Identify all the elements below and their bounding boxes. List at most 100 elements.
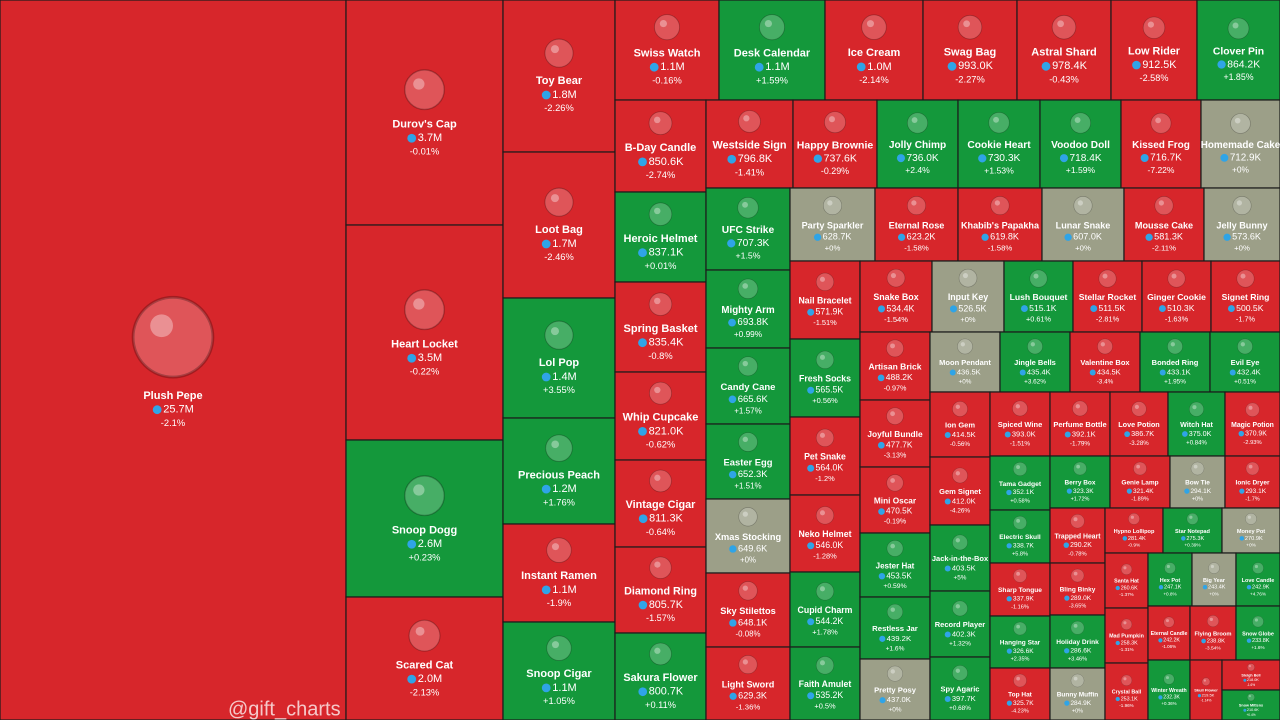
price-change: +0% [1232,164,1250,174]
icon-shape [1051,14,1077,40]
tile-background [1203,187,1280,262]
price-change: -3.54% [1205,646,1221,652]
gift-price: 270.9K [1245,536,1263,542]
gift-price: 534.4K [886,303,914,313]
icon-shape [815,656,835,675]
tile-background [989,562,1051,617]
ton-icon [1006,596,1012,602]
icon-shape [886,540,904,557]
price-change: -0.97% [884,383,907,392]
icon-highlight [993,116,999,123]
icon-shape [546,635,572,661]
icon-shape [1120,618,1133,631]
gift-name: Money Pot [1237,529,1265,535]
gift-price: 515.1K [1029,303,1057,313]
gift-icon [546,635,572,661]
tile-background [1209,331,1280,393]
gift-name: Love Candle [1242,578,1275,584]
gift-tile: Swag Bag 993.0K -2.27% [922,0,1018,101]
icon-shape [1133,461,1147,476]
gift-icon [649,556,672,579]
icon-highlight [819,586,825,592]
gift-icon [544,187,574,217]
gift-icon [131,295,215,379]
gift-name: Record Player [935,620,986,629]
gift-name: Holiday Drink [1056,639,1099,646]
tile-background [1049,614,1106,669]
ton-icon [856,62,866,72]
gift-name: Xmas Stocking [715,532,782,542]
icon-shape [404,69,445,111]
gift-name: Artisan Brick [869,362,922,372]
gift-price: 218.0K [1247,678,1259,682]
gift-name: Clover Pin [1213,46,1264,57]
tile-background [1109,391,1169,457]
gift-icon [649,469,672,493]
icon-shape [1150,112,1172,134]
gift-icon [822,196,843,216]
icon-shape [738,581,758,601]
gift-icon [1163,616,1175,628]
gift-price: 242.9K [1252,585,1270,591]
gift-tile: Desk Calendar 1.1M +1.59% [718,0,826,101]
gift-icon [1232,196,1252,216]
gift-price: 242.2K [1163,638,1180,644]
gift-name: Perfume Bottle [1053,420,1106,429]
ton-icon [878,573,886,580]
ton-icon [879,635,886,642]
icon-shape [815,272,835,291]
tile-background [922,0,1018,101]
tile-background [705,99,794,189]
gift-icon [886,268,906,288]
icon-highlight [1171,273,1177,279]
tile-background [1041,187,1125,262]
gift-icon [1120,563,1133,576]
tile-background [1141,260,1212,333]
tile-background [789,338,861,418]
gift-price: 233.8K [1252,638,1270,644]
price-change: +1.6% [886,645,905,652]
icon-shape [1252,615,1264,628]
gift-tile: Eternal Rose 623.2K -1.58% [874,187,959,262]
gift-price: 510.3K [1167,303,1195,313]
gift-icon [886,407,904,425]
gift-name: Fresh Socks [799,374,851,384]
icon-highlight [911,200,917,206]
gift-tile: UFC Strike 707.3K+1.5% [705,187,791,271]
tile-background [614,546,707,634]
icon-shape [958,268,978,288]
gift-icon [649,381,672,405]
gift-price: 978.4K [1052,60,1088,72]
ton-icon [1059,154,1069,163]
gift-icon [1013,515,1027,530]
ton-icon [1184,488,1190,494]
gift-name: B-Day Candle [625,142,697,154]
price-change: +5% [954,575,967,582]
gift-price: 730.3K [988,153,1021,164]
price-change: -4.26% [950,508,970,515]
tile-background [1104,662,1149,720]
gift-icon [738,507,758,527]
price-change: -1.57% [646,613,675,623]
icon-shape [1070,568,1085,583]
price-change: -1.51% [813,318,837,327]
icon-highlight [413,78,425,90]
gift-icon [1150,112,1172,134]
tile-background [1120,99,1202,189]
gift-tile: Mousse Cake 581.3K -2.11% [1123,187,1205,262]
tile-background [789,416,861,496]
gift-icon [1013,568,1027,583]
gift-price: 628.7K [823,232,852,242]
icon-highlight [1165,619,1170,623]
gift-name: Flying Broom [1194,631,1231,637]
icon-highlight [1134,404,1139,409]
icon-highlight [890,411,895,417]
